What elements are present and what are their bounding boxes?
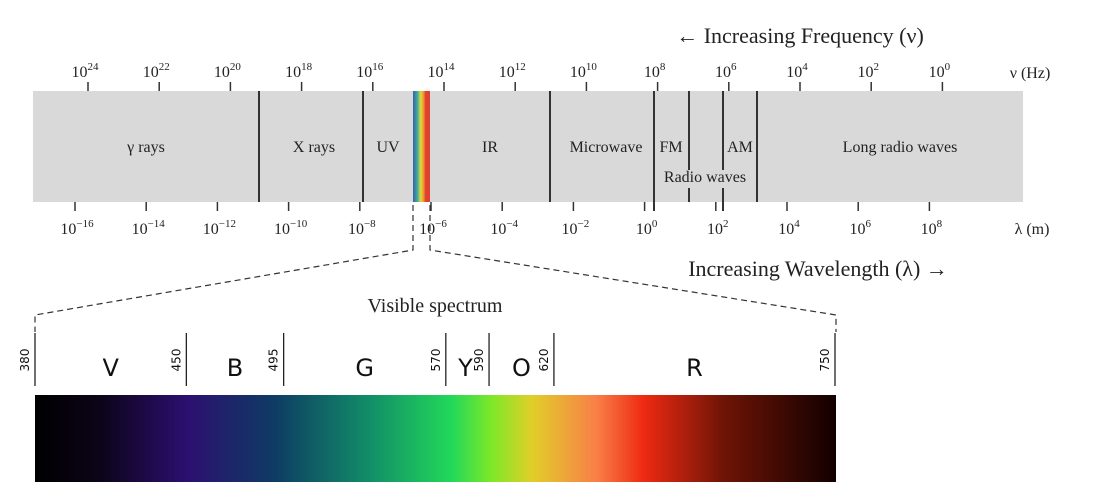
visible-boundary-label: 620 bbox=[537, 349, 551, 372]
visible-boundary-label: 750 bbox=[818, 349, 832, 372]
band-xray: X rays bbox=[293, 139, 335, 156]
frequency-tick-label: 1020 bbox=[214, 61, 242, 81]
visible-color-label: V bbox=[102, 354, 119, 382]
frequency-tick-label: 106 bbox=[715, 61, 737, 81]
visible-color-label: O bbox=[512, 354, 531, 382]
wavelength-tick-label: 10−14 bbox=[132, 218, 166, 238]
frequency-tick-label: 1018 bbox=[285, 61, 313, 81]
visible-boundary-label: 590 bbox=[472, 349, 486, 372]
wavelength-tick-label: 10−8 bbox=[348, 218, 376, 238]
visible-color-label: B bbox=[227, 354, 243, 382]
visible-boundary-label: 450 bbox=[169, 349, 183, 372]
wavelength-tick-label: 10−12 bbox=[203, 218, 236, 238]
wavelength-title: Increasing Wavelength (λ) → bbox=[688, 256, 948, 281]
wavelength-tick-label: 10−10 bbox=[274, 218, 308, 238]
band-am: AM bbox=[727, 139, 753, 156]
wavelength-tick-label: 10−2 bbox=[562, 218, 590, 238]
wavelength-tick-label: 10−4 bbox=[490, 218, 518, 238]
frequency-tick-label: 1016 bbox=[356, 61, 384, 81]
visible-boundary-label: 495 bbox=[267, 349, 281, 372]
frequency-tick-label: 104 bbox=[786, 61, 808, 81]
wavelength-tick-label: 106 bbox=[849, 218, 871, 238]
visible-strip bbox=[413, 91, 430, 202]
frequency-tick-label: 102 bbox=[857, 61, 879, 81]
visible-spectrum-bar bbox=[35, 395, 836, 482]
wavelength-tick-label: 108 bbox=[921, 218, 943, 238]
visible-color-label: R bbox=[686, 354, 703, 382]
frequency-tick-label: 1024 bbox=[72, 61, 100, 81]
band-ir: IR bbox=[482, 139, 498, 156]
wavelength-tick-label: 104 bbox=[778, 218, 800, 238]
band-uv: UV bbox=[376, 139, 400, 156]
band-microwave: Microwave bbox=[570, 139, 643, 156]
visible-color-label: G bbox=[355, 354, 374, 382]
frequency-unit: ν (Hz) bbox=[1010, 65, 1051, 82]
wavelength-unit: λ (m) bbox=[1015, 221, 1050, 238]
frequency-tick-label: 1010 bbox=[570, 61, 598, 81]
band-fm: FM bbox=[659, 139, 682, 156]
band-gamma: γ rays bbox=[126, 139, 165, 156]
frequency-title: ← Increasing Frequency (ν) bbox=[676, 23, 924, 48]
zoom-guide-lines bbox=[34, 205, 837, 332]
frequency-tick-label: 1014 bbox=[428, 61, 456, 81]
wavelength-tick-label: 102 bbox=[707, 218, 729, 238]
spectrum-band bbox=[33, 91, 1023, 202]
frequency-tick-label: 1012 bbox=[499, 61, 526, 81]
frequency-tick-label: 100 bbox=[929, 61, 951, 81]
band-long-radio: Long radio waves bbox=[843, 139, 958, 156]
band-radio: Radio waves bbox=[664, 169, 746, 186]
frequency-tick-label: 1022 bbox=[143, 61, 170, 81]
wavelength-tick-label: 10−16 bbox=[60, 218, 94, 238]
wavelength-tick-label: 100 bbox=[636, 218, 658, 238]
visible-boundary-label: 380 bbox=[18, 349, 32, 372]
visible-title: Visible spectrum bbox=[368, 295, 503, 317]
visible-boundary-label: 570 bbox=[429, 349, 443, 372]
wavelength-tick-label: 10−6 bbox=[419, 218, 447, 238]
frequency-tick-label: 108 bbox=[644, 61, 666, 81]
visible-color-label: Y bbox=[457, 354, 473, 382]
